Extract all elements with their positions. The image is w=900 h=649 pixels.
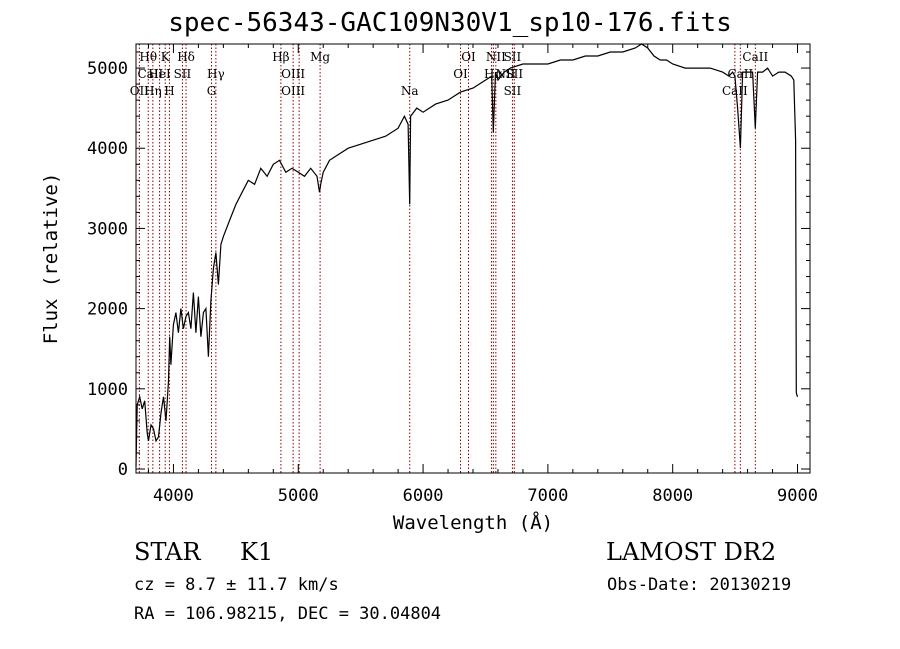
- redshift-text: cz = 8.7 ± 11.7 km/s: [134, 575, 339, 595]
- spectral-line-label: H: [164, 84, 174, 98]
- spectral-line-label: SII: [505, 67, 523, 81]
- axis-ticks: 4000 5000 6000 7000 8000 9000 0 1000 2000 3000 400…: [87, 44, 818, 506]
- y-tick-label: 5000: [87, 59, 128, 79]
- x-tick-label: 6000: [403, 486, 444, 506]
- y-tick-label: 1000: [87, 380, 128, 400]
- y-tick-label: 3000: [87, 219, 128, 239]
- spectral-line-label: G: [207, 84, 217, 98]
- spectral-line-label: Hδ: [177, 50, 195, 64]
- spectral-line-label: Hθ: [139, 50, 157, 64]
- chart-title: spec-56343-GAC109N30V1_sp10-176.fits: [168, 8, 732, 38]
- spectral-line-label: K: [161, 50, 171, 64]
- spectral-line-label: CaII: [727, 67, 753, 81]
- spectral-line-label: SII: [504, 84, 522, 98]
- y-tick-label: 4000: [87, 139, 128, 159]
- x-tick-label: 4000: [153, 486, 194, 506]
- x-axis-label: Wavelength (Å): [393, 511, 553, 534]
- spectral-line-label: Hη: [144, 84, 162, 98]
- spectral-line-label: CaII: [722, 84, 748, 98]
- spectral-line-label: HeI: [148, 67, 171, 81]
- spectral-subclass: K1: [240, 538, 274, 566]
- spectral-line-label: SII: [174, 67, 192, 81]
- spectral-line-label: Hβ: [272, 50, 289, 64]
- spectral-line-label: OIII: [281, 84, 305, 98]
- spectrum-line: [135, 43, 799, 467]
- spectral-line-label: Mg: [310, 50, 330, 64]
- x-tick-label: 9000: [777, 486, 818, 506]
- plot-frame: [135, 43, 811, 474]
- spectral-line-markers: [138, 44, 756, 473]
- obs-date: Obs-Date: 20130219: [607, 575, 792, 595]
- spectral-line-label: CaII: [742, 50, 768, 64]
- x-tick-label: 5000: [278, 486, 319, 506]
- spectral-line-label: OII: [130, 84, 150, 98]
- object-type: STAR: [134, 538, 201, 566]
- spectral-line-label: SII: [504, 50, 522, 64]
- survey-name: LAMOST DR2: [606, 538, 777, 566]
- y-tick-label: 0: [118, 460, 128, 480]
- spectral-line-label: Hγ: [207, 67, 225, 81]
- spectral-line-label: OI: [461, 50, 476, 64]
- x-tick-label: 8000: [652, 486, 693, 506]
- y-axis-label: Flux (relative): [40, 173, 62, 345]
- x-tick-label: 7000: [527, 486, 568, 506]
- spectral-line-label: NII: [486, 50, 506, 64]
- spectral-line-label: Na: [401, 84, 419, 98]
- coordinates: RA = 106.98215, DEC = 30.04804: [134, 604, 442, 624]
- spectral-line-label: OIII: [281, 67, 305, 81]
- spectral-line-label: OI: [453, 67, 468, 81]
- y-tick-label: 2000: [87, 300, 128, 320]
- spectral-line-label: CaII: [137, 67, 163, 81]
